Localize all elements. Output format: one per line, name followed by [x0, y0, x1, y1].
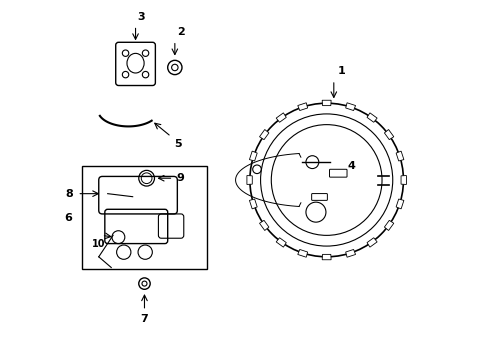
Bar: [82, 166, 206, 269]
Polygon shape: [366, 238, 376, 247]
Polygon shape: [297, 249, 307, 257]
Polygon shape: [366, 113, 376, 122]
Text: 5: 5: [173, 139, 181, 149]
Polygon shape: [345, 103, 355, 111]
Polygon shape: [259, 130, 268, 140]
Polygon shape: [400, 176, 406, 184]
Polygon shape: [249, 151, 257, 161]
Polygon shape: [246, 176, 252, 184]
Text: 9: 9: [176, 173, 183, 183]
Text: 8: 8: [65, 189, 73, 199]
Text: 1: 1: [337, 66, 345, 76]
Polygon shape: [276, 238, 285, 247]
Polygon shape: [384, 130, 393, 140]
Polygon shape: [395, 199, 403, 209]
Text: 10: 10: [92, 239, 105, 249]
Text: 6: 6: [64, 212, 72, 222]
Polygon shape: [395, 151, 403, 161]
Polygon shape: [345, 249, 355, 257]
Polygon shape: [259, 220, 268, 230]
Text: 2: 2: [176, 27, 184, 37]
Text: 3: 3: [137, 12, 144, 22]
Polygon shape: [249, 199, 257, 209]
Text: 7: 7: [141, 314, 148, 324]
Polygon shape: [322, 255, 330, 260]
Text: 4: 4: [347, 161, 355, 171]
Polygon shape: [322, 100, 330, 105]
Polygon shape: [276, 113, 285, 122]
Polygon shape: [384, 220, 393, 230]
Polygon shape: [297, 103, 307, 111]
